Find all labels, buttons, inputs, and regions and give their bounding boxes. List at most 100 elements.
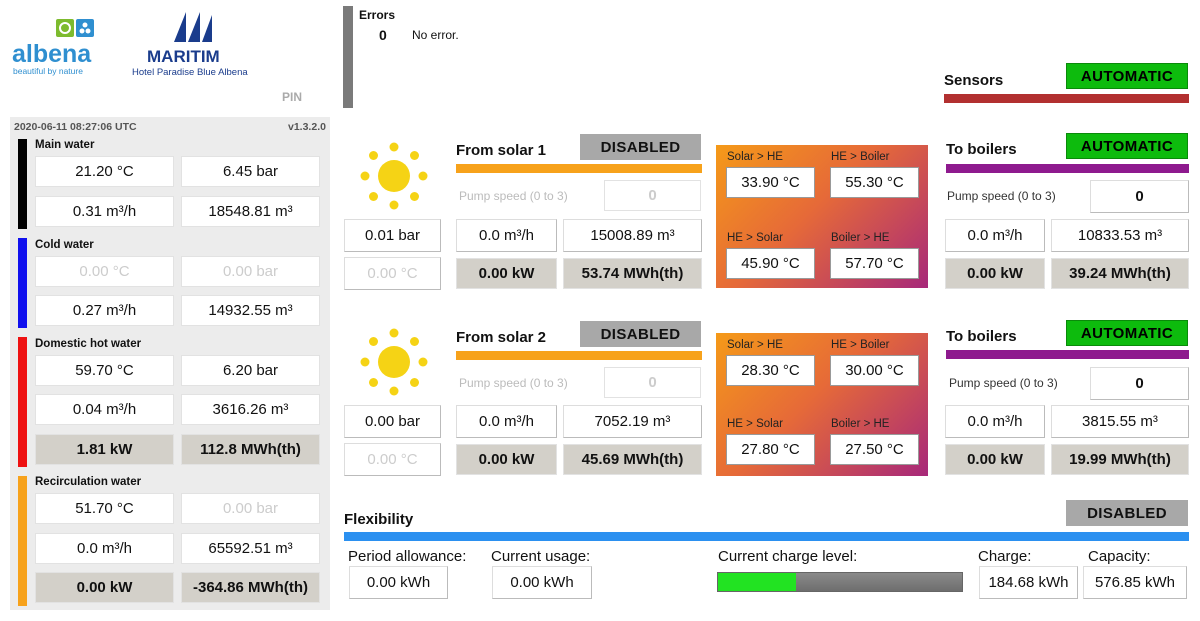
svg-text:Hotel Paradise Blue Albena: Hotel Paradise Blue Albena [132,67,248,78]
solar1-title: From solar 1 [456,142,547,159]
main-water-title: Main water [35,139,95,151]
solar2-boiler-he-value: 27.50 °C [830,434,919,465]
recirc-energy: -364.86 MWh(th) [181,572,320,603]
dhw-power: 1.81 kW [35,434,174,465]
cold-water-color-bar [18,238,27,328]
solar1-pump-input[interactable]: 0 [604,180,701,211]
boilers1-mode-button[interactable]: AUTOMATIC [1066,133,1188,159]
solar1-he-solar-value: 45.90 °C [726,248,815,279]
flexibility-title: Flexibility [344,511,414,528]
recirc-temp: 51.70 °C [35,493,174,524]
main-water-color-bar [18,139,27,229]
solar2-pressure: 0.00 bar [344,405,441,438]
flexibility-mode-button[interactable]: DISABLED [1066,500,1188,526]
capacity-label: Capacity: [1088,548,1151,565]
pin-button[interactable]: PIN [282,90,303,104]
recirc-power: 0.00 kW [35,572,174,603]
solar2-pump-label: Pump speed (0 to 3) [459,376,568,390]
boilers1-energy: 39.24 MWh(th) [1051,258,1189,289]
errors-count: 0 [379,27,387,43]
version-label: v1.3.2.0 [288,121,326,133]
solar1-boiler-he-label: Boiler > HE [831,232,890,244]
boilers2-pump-input[interactable]: 0 [1090,367,1189,400]
charge-level-label: Current charge level: [718,548,858,565]
cold-water-volume: 14932.55 m³ [181,295,320,326]
main-water-flow: 0.31 m³/h [35,196,174,227]
solar2-temp: 0.00 °C [344,443,441,476]
boilers2-bar [946,350,1189,359]
boilers2-mode-button[interactable]: AUTOMATIC [1066,320,1188,346]
solar2-solar-he-value: 28.30 °C [726,355,815,386]
solar1-pump-label: Pump speed (0 to 3) [459,189,568,203]
svg-text:MARITIM: MARITIM [147,47,220,66]
solar2-power: 0.00 kW [456,444,557,475]
solar1-bar [456,164,702,173]
charge-level-progress [717,572,963,592]
boilers2-flow: 0.0 m³/h [945,405,1045,438]
cold-water-pressure: 0.00 bar [181,256,320,287]
solar1-he-boiler-label: HE > Boiler [831,151,890,163]
boilers1-bar [946,164,1189,173]
errors-message: No error. [412,28,459,42]
sensors-title: Sensors [944,72,1004,89]
solar2-title: From solar 2 [456,329,547,346]
boilers1-flow: 0.0 m³/h [945,219,1045,252]
solar1-mode-button[interactable]: DISABLED [580,134,701,160]
sun-icon [360,142,428,210]
solar1-pressure: 0.01 bar [344,219,441,252]
main-water-volume: 18548.81 m³ [181,196,320,227]
dhw-color-bar [18,337,27,467]
solar1-he-boiler-value: 55.30 °C [830,167,919,198]
solar1-boiler-he-value: 57.70 °C [830,248,919,279]
main-water-temp: 21.20 °C [35,156,174,187]
cold-water-title: Cold water [35,239,94,251]
solar2-flow: 0.0 m³/h [456,405,557,438]
boilers1-power: 0.00 kW [945,258,1045,289]
boilers2-volume: 3815.55 m³ [1051,405,1189,438]
solar2-bar [456,351,702,360]
solar1-energy: 53.74 MWh(th) [563,258,702,289]
capacity-value: 576.85 kWh [1083,566,1187,599]
errors-title: Errors [359,8,396,22]
solar2-solar-he-label: Solar > HE [727,339,783,351]
svg-text:beautiful by nature: beautiful by nature [13,66,83,76]
boilers1-pump-input[interactable]: 0 [1090,180,1189,213]
solar2-energy: 45.69 MWh(th) [563,444,702,475]
boilers2-energy: 19.99 MWh(th) [1051,444,1189,475]
boilers2-pump-label: Pump speed (0 to 3) [949,376,1058,390]
solar1-flow: 0.0 m³/h [456,219,557,252]
boilers1-title: To boilers [946,141,1017,158]
solar2-he-boiler-label: HE > Boiler [831,339,890,351]
solar2-he-solar-label: HE > Solar [727,418,783,430]
svg-text:albena: albena [12,40,92,68]
boilers1-pump-label: Pump speed (0 to 3) [947,189,1056,203]
maritim-logo: MARITIM Hotel Paradise Blue Albena [128,12,253,80]
sensors-mode-button[interactable]: AUTOMATIC [1066,63,1188,89]
dhw-temp: 59.70 °C [35,355,174,386]
recirc-pressure: 0.00 bar [181,493,320,524]
recirc-flow: 0.0 m³/h [35,533,174,564]
datetime-label: 2020-06-11 08:27:06 UTC [14,121,137,133]
boilers1-volume: 10833.53 m³ [1051,219,1189,252]
solar1-power: 0.00 kW [456,258,557,289]
dhw-flow: 0.04 m³/h [35,394,174,425]
current-usage-value: 0.00 kWh [492,566,592,599]
errors-bar [343,6,353,108]
solar2-mode-button[interactable]: DISABLED [580,321,701,347]
recirc-volume: 65592.51 m³ [181,533,320,564]
boilers2-power: 0.00 kW [945,444,1045,475]
solar2-boiler-he-label: Boiler > HE [831,418,890,430]
recirc-title: Recirculation water [35,476,142,488]
solar1-volume: 15008.89 m³ [563,219,702,252]
cold-water-temp: 0.00 °C [35,256,174,287]
solar2-he-boiler-value: 30.00 °C [830,355,919,386]
charge-label: Charge: [978,548,1032,565]
flexibility-bar [344,532,1189,541]
charge-level-fill [718,573,797,591]
dhw-volume: 3616.26 m³ [181,394,320,425]
period-allowance-label: Period allowance: [348,548,467,565]
solar2-pump-input[interactable]: 0 [604,367,701,398]
current-usage-label: Current usage: [491,548,591,565]
solar1-solar-he-label: Solar > HE [727,151,783,163]
solar2-volume: 7052.19 m³ [563,405,702,438]
